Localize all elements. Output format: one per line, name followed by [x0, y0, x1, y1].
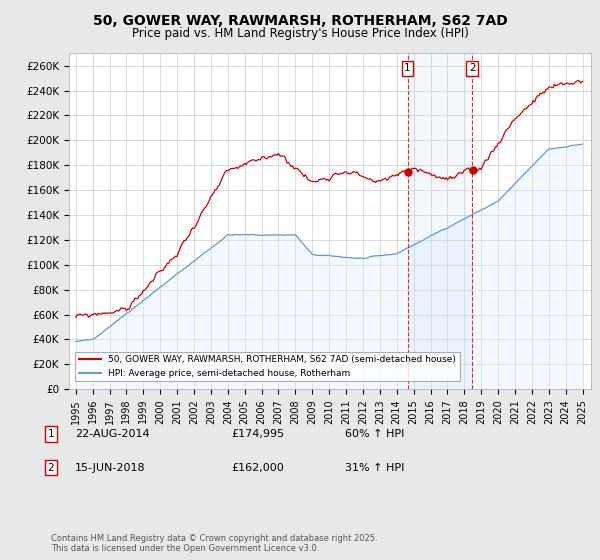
Text: 31% ↑ HPI: 31% ↑ HPI	[345, 463, 404, 473]
Text: Contains HM Land Registry data © Crown copyright and database right 2025.
This d: Contains HM Land Registry data © Crown c…	[51, 534, 377, 553]
Legend: 50, GOWER WAY, RAWMARSH, ROTHERHAM, S62 7AD (semi-detached house), HPI: Average : 50, GOWER WAY, RAWMARSH, ROTHERHAM, S62 …	[75, 352, 460, 381]
Text: £174,995: £174,995	[231, 429, 284, 439]
Text: Price paid vs. HM Land Registry's House Price Index (HPI): Price paid vs. HM Land Registry's House …	[131, 27, 469, 40]
Text: 2: 2	[47, 463, 55, 473]
Text: £162,000: £162,000	[231, 463, 284, 473]
Text: 50, GOWER WAY, RAWMARSH, ROTHERHAM, S62 7AD: 50, GOWER WAY, RAWMARSH, ROTHERHAM, S62 …	[92, 14, 508, 28]
Text: 1: 1	[47, 429, 55, 439]
Text: 22-AUG-2014: 22-AUG-2014	[75, 429, 149, 439]
Text: 15-JUN-2018: 15-JUN-2018	[75, 463, 146, 473]
Bar	[407, 53, 472, 389]
Text: 2: 2	[469, 63, 475, 73]
Text: 1: 1	[404, 63, 411, 73]
Text: 60% ↑ HPI: 60% ↑ HPI	[345, 429, 404, 439]
